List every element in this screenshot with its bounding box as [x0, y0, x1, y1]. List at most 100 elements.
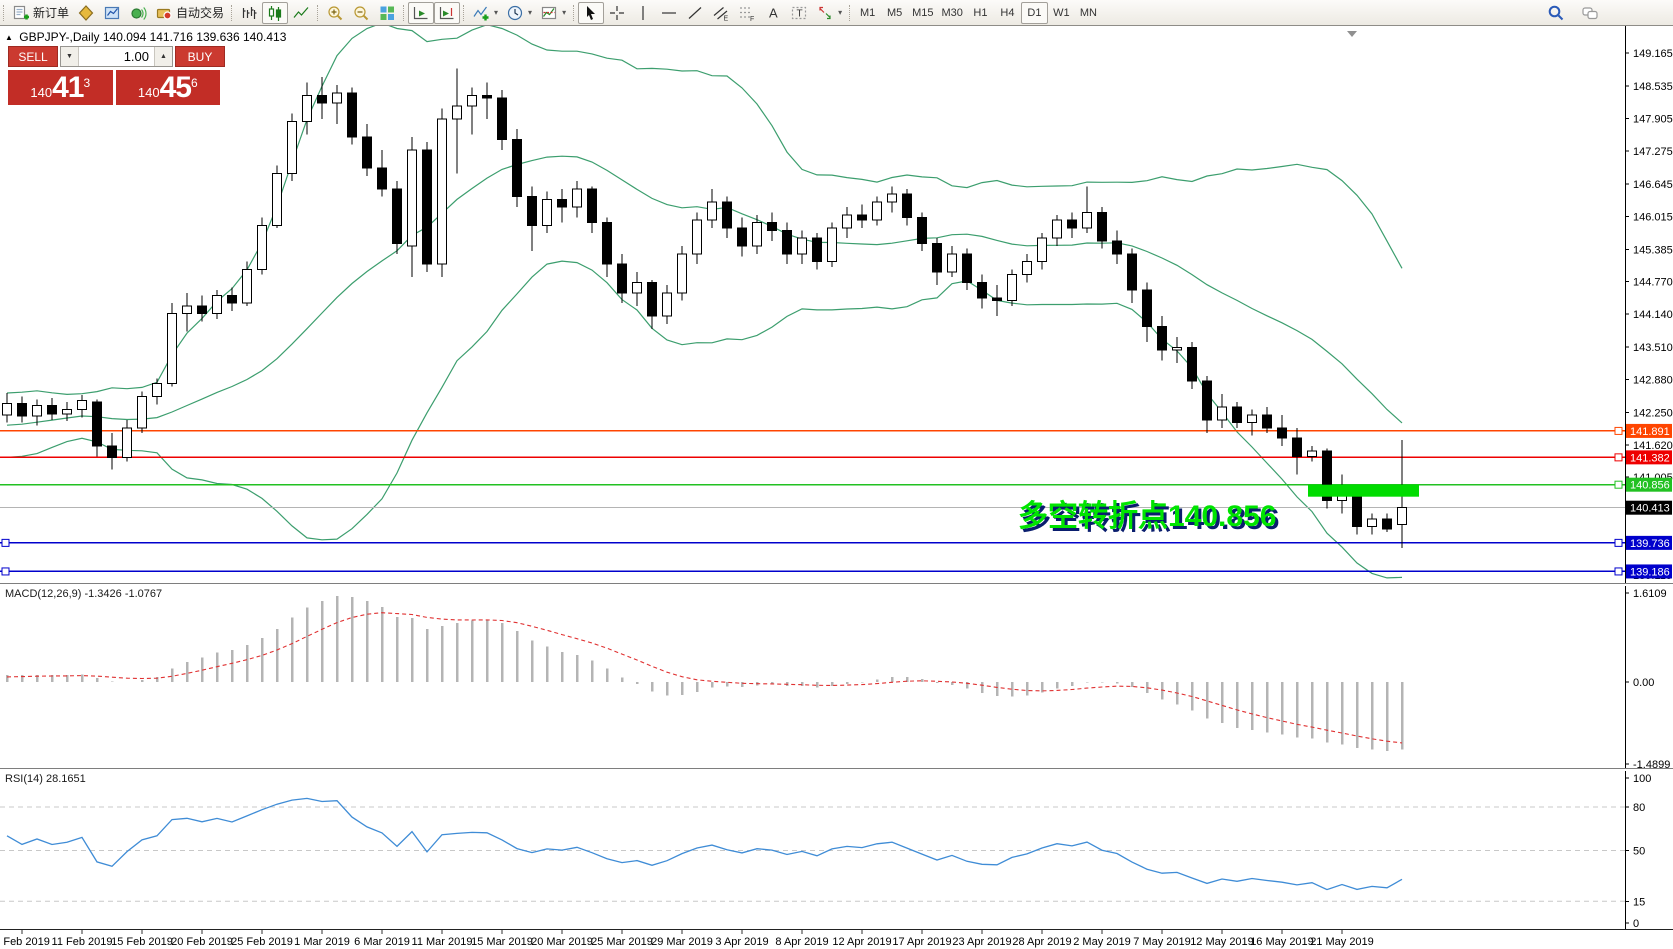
- rsi-axis[interactable]: 100 80 50 15 0: [1625, 771, 1673, 929]
- toolbar-bar-chart-button[interactable]: [236, 2, 262, 24]
- macd-pane[interactable]: 1.6109 0.00 -1.4899: [0, 586, 1673, 768]
- toolbar-search-button[interactable]: [1543, 2, 1569, 24]
- toolbar-group: E F A T ▾: [570, 0, 846, 26]
- bollinger-bands: [6, 26, 1403, 579]
- indicators-icon: [473, 6, 489, 20]
- toolbar-equidistant-channel-button[interactable]: E: [708, 2, 734, 24]
- svg-text:A: A: [769, 5, 778, 20]
- blue-window-icon: [104, 6, 120, 19]
- tf-d1-button[interactable]: D1: [1020, 1, 1048, 24]
- date-label: 25 Feb 2019: [231, 936, 293, 948]
- toolbar-indicators-button[interactable]: ▾: [468, 2, 502, 24]
- chart-quick-menu-icon[interactable]: [1347, 31, 1357, 37]
- buy-price-button[interactable]: 140 45 6: [115, 70, 220, 105]
- sell-button[interactable]: SELL: [8, 46, 58, 67]
- timeframe-group: M1 M5 M15 M30 H1 H4 D1 W1 MN: [846, 0, 1102, 26]
- toolbar-trendline-button[interactable]: [682, 2, 708, 24]
- svg-text:0: 0: [1633, 918, 1639, 929]
- toolbar-crosshair-button[interactable]: [604, 2, 630, 24]
- toolbar-arrows-button[interactable]: ▾: [812, 2, 846, 24]
- svg-text:-1.4899: -1.4899: [1633, 759, 1670, 768]
- toolbar-group: [228, 0, 314, 26]
- chevron-down-icon[interactable]: ▾: [838, 8, 843, 17]
- tf-mn-button[interactable]: MN: [1075, 2, 1102, 24]
- toolbar-auto-scroll-button[interactable]: [408, 1, 435, 24]
- tf-m15-label: M15: [912, 6, 934, 19]
- svg-text:多空转折点140.856: 多空转折点140.856: [1021, 503, 1279, 536]
- toolbar-vertical-line-button[interactable]: [630, 2, 656, 24]
- buy-button[interactable]: BUY: [175, 46, 225, 67]
- line-handle[interactable]: [1614, 453, 1623, 462]
- date-label: 17 Apr 2019: [892, 936, 951, 948]
- line-handle[interactable]: [1614, 567, 1623, 576]
- tf-m15-button[interactable]: M15: [908, 2, 937, 24]
- toolbar-autotrading-button[interactable]: 自动交易: [151, 2, 228, 24]
- date-label: 16 May 2019: [1250, 936, 1314, 948]
- clock-icon: [507, 5, 523, 20]
- svg-text:多空转折点140.856: 多空转折点140.856: [1018, 500, 1276, 533]
- tf-h4-button[interactable]: H4: [994, 2, 1021, 24]
- candles-icon: [268, 5, 282, 21]
- buy-price-pip: 6: [190, 75, 198, 90]
- svg-text:142.250: 142.250: [1633, 407, 1673, 419]
- svg-text:147.905: 147.905: [1633, 113, 1673, 125]
- line-handle[interactable]: [1614, 538, 1623, 547]
- sell-price-button[interactable]: 140 41 3: [8, 70, 113, 105]
- zoom-out-icon: [354, 5, 369, 20]
- date-label: 15 Mar 2019: [471, 936, 533, 948]
- tf-m30-button[interactable]: M30: [938, 2, 967, 24]
- macd-label: MACD(12,26,9) -1.3426 -1.0767: [5, 588, 163, 600]
- collapse-arrow-icon[interactable]: ▲: [5, 33, 13, 42]
- volume-input[interactable]: [79, 47, 154, 66]
- toolbar-chart-shift-button[interactable]: [434, 1, 461, 24]
- chat-icon: [1582, 7, 1598, 20]
- auto-scroll-icon: [413, 6, 428, 19]
- highlight-bar[interactable]: [1308, 484, 1419, 497]
- price-axis[interactable]: 149.165 148.535 147.905 147.275 146.645 146.0…: [1625, 26, 1673, 583]
- volume-decrease-button[interactable]: ▼: [61, 47, 79, 66]
- toolbar-zoom-in-button[interactable]: [322, 2, 348, 24]
- toolbar-fibonacci-button[interactable]: F: [734, 2, 760, 24]
- line-handle[interactable]: [1, 538, 10, 547]
- date-label: 11 Feb 2019: [52, 936, 113, 948]
- toolbar-templates-button[interactable]: ▾: [536, 2, 570, 24]
- tf-h4-label: H4: [1000, 6, 1015, 19]
- toolbar-line-chart-button[interactable]: [288, 2, 314, 24]
- chevron-down-icon[interactable]: ▾: [528, 8, 533, 17]
- toolbar-periods-button[interactable]: ▾: [502, 2, 536, 24]
- chevron-down-icon[interactable]: ▾: [562, 8, 567, 17]
- tf-m1-button[interactable]: M1: [854, 2, 881, 24]
- toolbar-candlestick-chart-button[interactable]: [262, 1, 289, 24]
- volume-increase-button[interactable]: ▲: [154, 47, 172, 66]
- svg-text:139.736: 139.736: [1630, 538, 1670, 550]
- toolbar-cursor-button[interactable]: [578, 1, 605, 24]
- chevron-down-icon[interactable]: ▾: [494, 8, 499, 17]
- toolbar-text-button[interactable]: A: [760, 2, 786, 24]
- rsi-label: RSI(14) 28.1651: [5, 773, 86, 785]
- toolbar-text-label-button[interactable]: T: [786, 2, 812, 24]
- line-handle[interactable]: [1614, 426, 1623, 435]
- toolbar-horizontal-line-button[interactable]: [656, 2, 682, 24]
- tf-h1-button[interactable]: H1: [967, 2, 994, 24]
- tf-w1-button[interactable]: W1: [1048, 2, 1075, 24]
- trendline-icon: [688, 6, 702, 19]
- macd-axis[interactable]: 1.6109 0.00 -1.4899: [1625, 586, 1673, 768]
- toolbar-profile-window-button[interactable]: [99, 2, 125, 24]
- toolbar-chat-button[interactable]: [1577, 2, 1603, 24]
- toolbar-chart-tool-button[interactable]: [73, 2, 99, 24]
- toolbar-zoom-out-button[interactable]: [348, 2, 374, 24]
- tf-h1-label: H1: [973, 6, 988, 19]
- tf-m5-button[interactable]: M5: [881, 2, 908, 24]
- toolbar-alerts-sound-button[interactable]: [125, 2, 151, 24]
- line-handle[interactable]: [1, 567, 10, 576]
- toolbar-tile-windows-button[interactable]: [374, 2, 400, 24]
- toolbar-new-order-button[interactable]: 新订单: [8, 2, 73, 24]
- rsi-pane[interactable]: 100 80 50 15 0: [0, 771, 1673, 929]
- svg-text:144.140: 144.140: [1633, 309, 1673, 321]
- line-handle[interactable]: [1614, 480, 1623, 489]
